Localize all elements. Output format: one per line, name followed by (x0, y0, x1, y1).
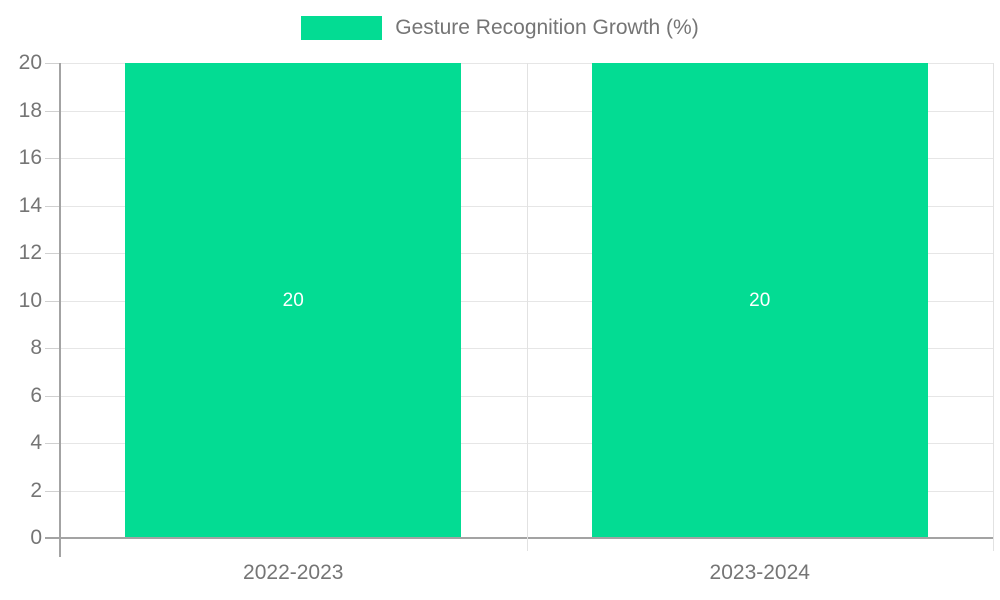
y-axis-tick-label: 12 (18, 241, 42, 264)
y-axis-tick-label: 2 (30, 478, 42, 502)
y-tick-mark (45, 395, 60, 397)
x-band-divider (526, 63, 528, 551)
y-tick-mark (45, 158, 60, 159)
y-axis-tick-label: 14 (18, 193, 42, 217)
y-axis-tick-label: 16 (18, 146, 42, 169)
legend-label: Gesture Recognition Growth (%) (395, 16, 699, 39)
y-axis-tick-label: 10 (18, 288, 42, 312)
y-axis-tick-label: 0 (30, 526, 42, 549)
y-tick-mark (45, 348, 60, 349)
y-tick-mark (45, 490, 60, 492)
y-axis-tick-label: 18 (18, 98, 42, 122)
bar-value-label: 20 (282, 289, 304, 311)
y-tick-mark (45, 300, 60, 302)
legend: Gesture Recognition Growth (%) (0, 16, 1000, 40)
y-axis-tick-label: 4 (30, 431, 42, 454)
bar-2023-2024[interactable] (591, 63, 928, 538)
x-axis-label: 2023-2024 (709, 561, 810, 584)
y-axis-tick-label: 8 (30, 336, 42, 359)
y-tick-mark (45, 110, 60, 112)
plot-area: 20 20 (60, 63, 993, 538)
bar-2022-2023[interactable] (125, 63, 462, 538)
x-axis-line (45, 537, 993, 539)
y-tick-mark (45, 253, 60, 254)
x-band-divider (993, 63, 994, 551)
legend-swatch-icon (301, 16, 383, 40)
legend-item[interactable]: Gesture Recognition Growth (%) (301, 16, 699, 40)
y-axis-line (59, 63, 61, 557)
y-tick-mark (45, 205, 60, 207)
y-axis-tick-label: 20 (18, 51, 42, 74)
bar-value-label: 20 (749, 289, 771, 311)
y-tick-mark (45, 443, 60, 444)
y-tick-mark (45, 63, 60, 64)
x-axis-label: 2022-2023 (243, 561, 344, 584)
y-axis-tick-label: 6 (30, 383, 42, 407)
